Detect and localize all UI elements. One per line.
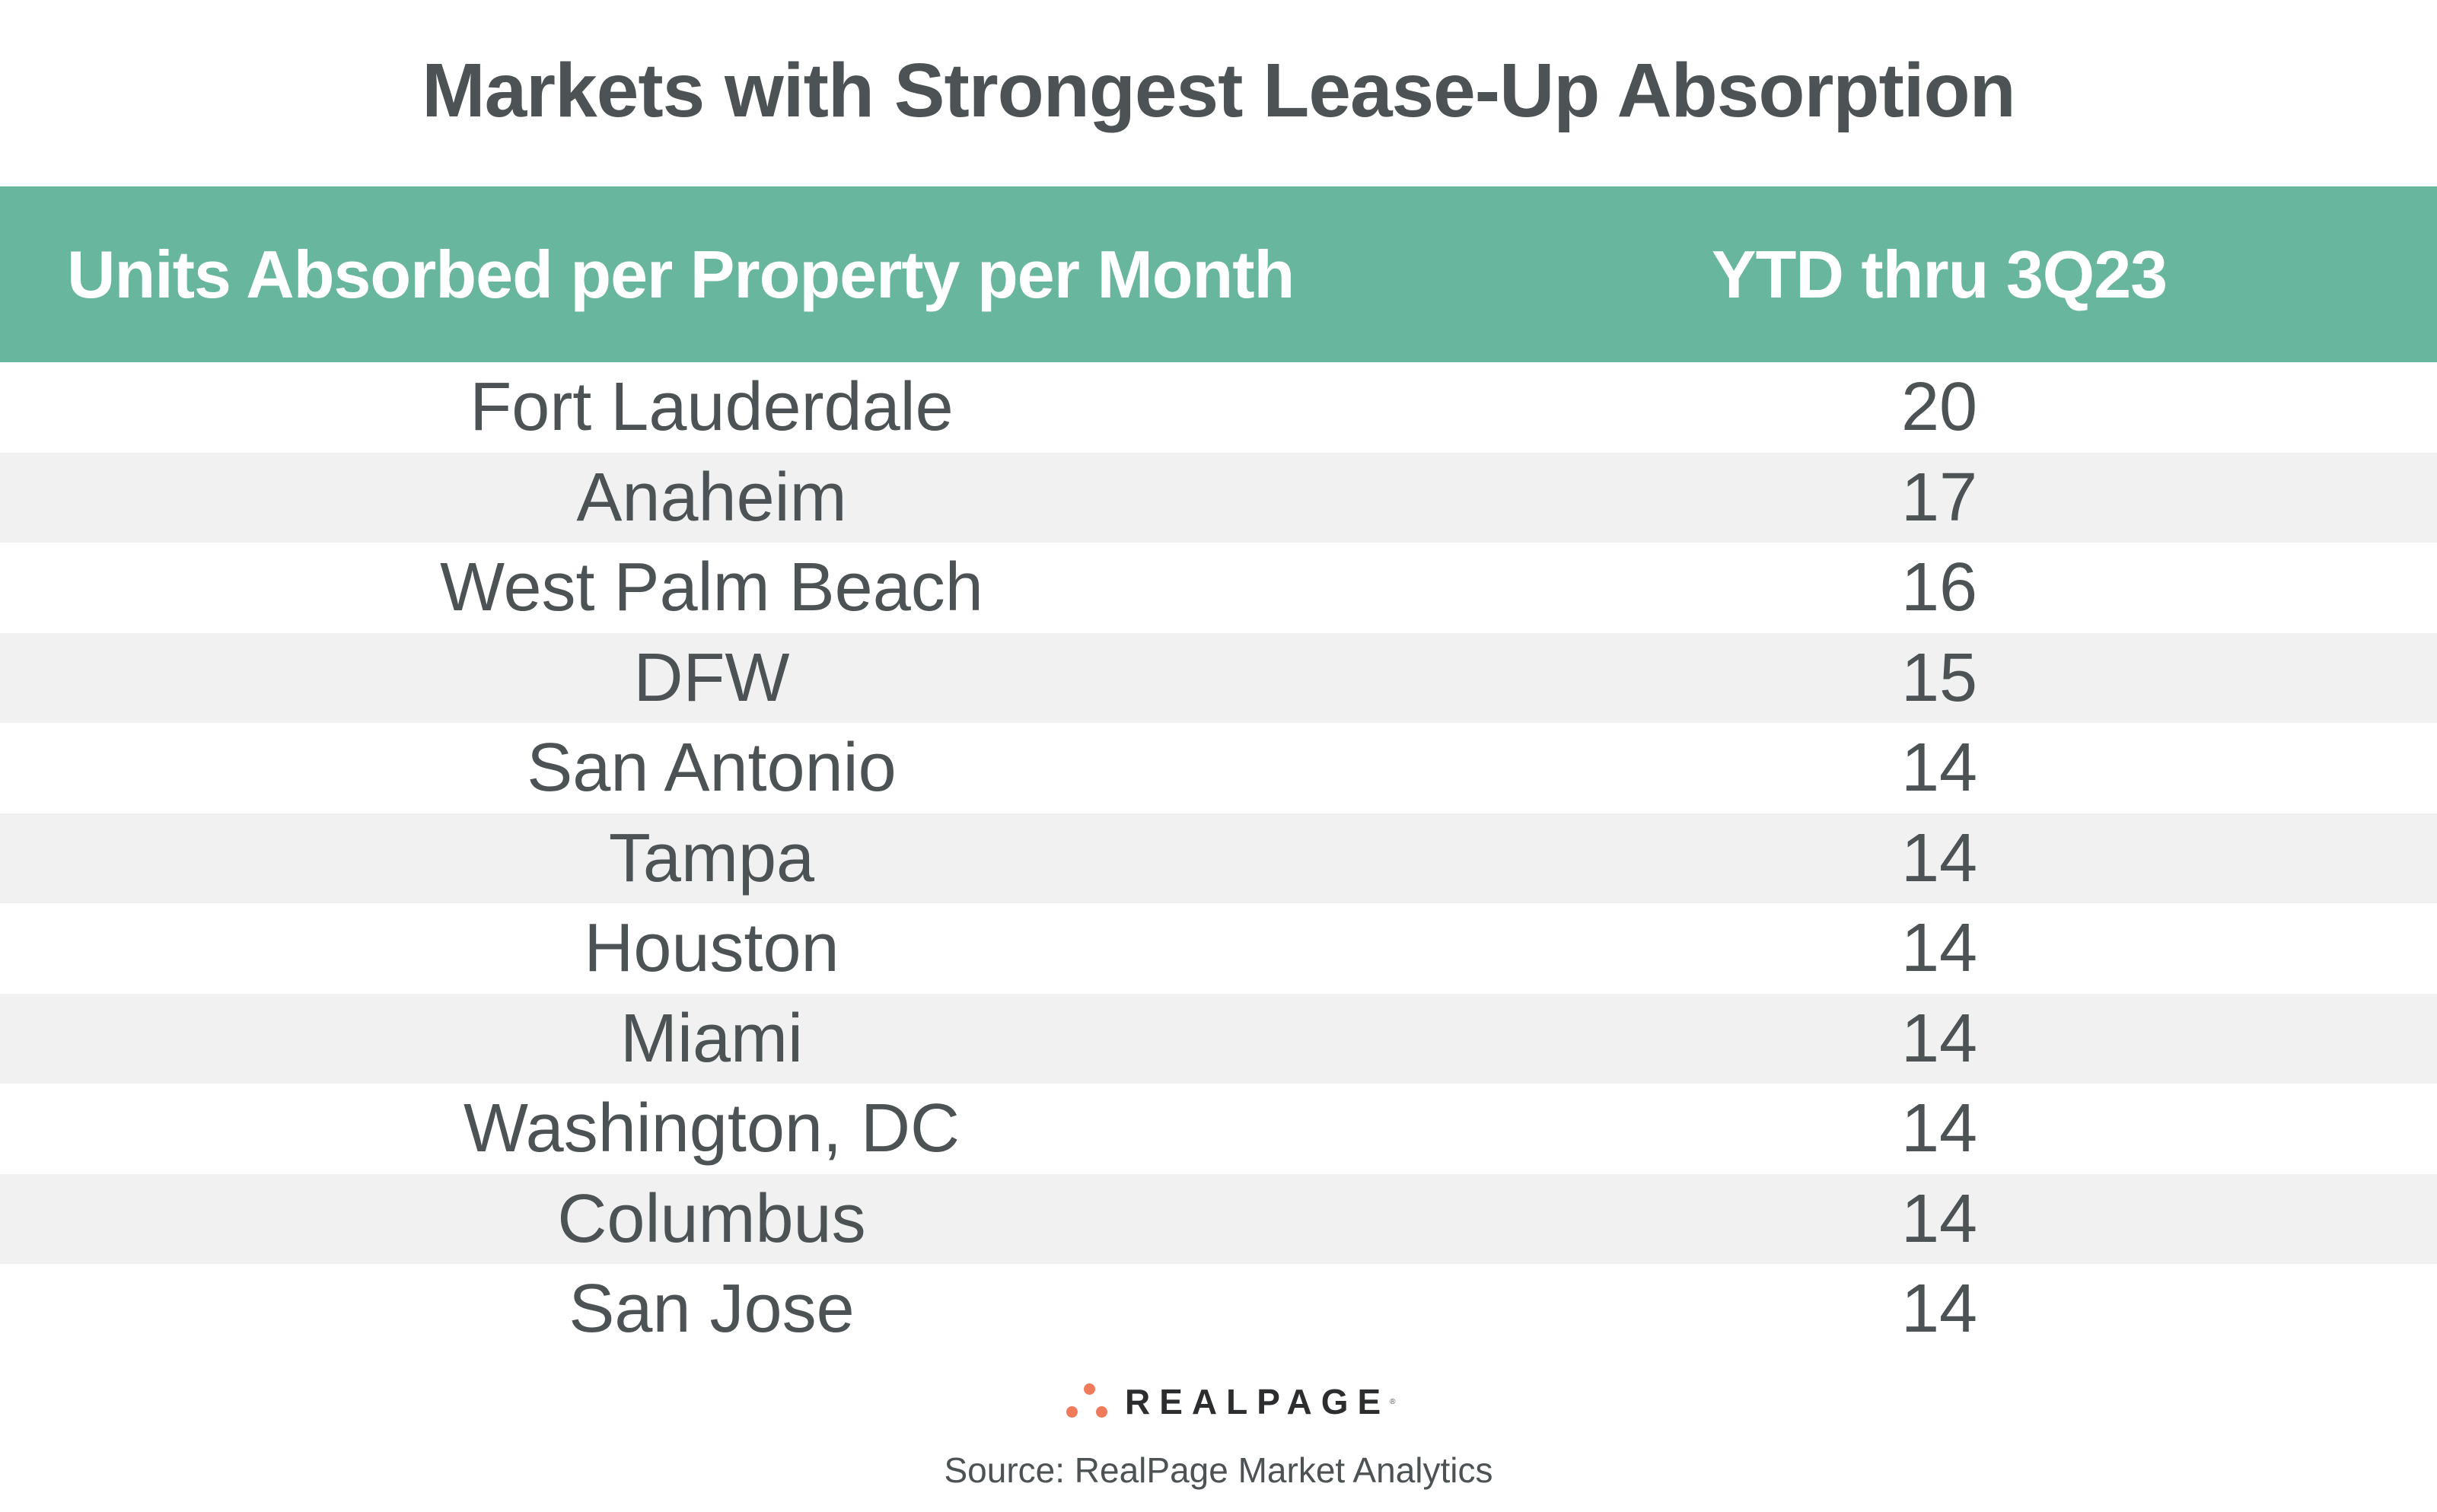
value-cell: 16 bbox=[1900, 549, 1978, 625]
table-row: Washington, DC 14 bbox=[0, 1084, 2437, 1174]
table-body: Fort Lauderdale 20 Anaheim 17 West Palm Be… bbox=[0, 362, 2437, 1354]
registered-mark-icon: ® bbox=[1390, 1397, 1396, 1406]
value-cell: 14 bbox=[1900, 1271, 1978, 1347]
table-row: Fort Lauderdale 20 bbox=[0, 362, 2437, 453]
market-cell: San Antonio bbox=[527, 730, 897, 806]
value-cell: 20 bbox=[1900, 369, 1978, 445]
value-cell: 14 bbox=[1900, 1090, 1978, 1167]
market-cell: Miami bbox=[620, 1000, 803, 1077]
table-row: DFW 15 bbox=[0, 632, 2437, 723]
logo-dots-icon bbox=[1066, 1380, 1111, 1423]
value-cell: 17 bbox=[1900, 459, 1978, 536]
value-cell: 14 bbox=[1900, 730, 1978, 806]
market-cell: San Jose bbox=[569, 1271, 855, 1347]
table-row: San Antonio 14 bbox=[0, 723, 2437, 813]
market-cell: Tampa bbox=[608, 820, 815, 896]
column-header-market: Units Absorbed per Property per Month bbox=[67, 237, 1295, 312]
realpage-logo: REALPAGE ® bbox=[1066, 1377, 1396, 1426]
logo-wordmark: REALPAGE bbox=[1125, 1382, 1391, 1421]
table-header: Units Absorbed per Property per Month YT… bbox=[0, 186, 2437, 362]
column-header-ytd: YTD thru 3Q23 bbox=[1711, 237, 2168, 312]
market-cell: Columbus bbox=[557, 1180, 866, 1257]
value-cell: 15 bbox=[1900, 639, 1978, 716]
table-row: Tampa 14 bbox=[0, 813, 2437, 903]
value-cell: 14 bbox=[1900, 820, 1978, 896]
market-cell: Washington, DC bbox=[464, 1090, 960, 1167]
table-row: Miami 14 bbox=[0, 993, 2437, 1084]
market-cell: DFW bbox=[633, 639, 790, 716]
table-row: Anaheim 17 bbox=[0, 452, 2437, 543]
source-note: Source: RealPage Market Analytics bbox=[944, 1450, 1493, 1490]
value-cell: 14 bbox=[1900, 1000, 1978, 1077]
market-cell: Houston bbox=[584, 910, 839, 986]
value-cell: 14 bbox=[1900, 1180, 1978, 1257]
value-cell: 14 bbox=[1900, 910, 1978, 986]
market-cell: West Palm Beach bbox=[440, 549, 983, 625]
table-row: Houston 14 bbox=[0, 903, 2437, 994]
market-cell: Fort Lauderdale bbox=[470, 369, 954, 445]
table-row: San Jose 14 bbox=[0, 1264, 2437, 1354]
market-cell: Anaheim bbox=[576, 459, 847, 536]
page-title: Markets with Strongest Lease-Up Absorpti… bbox=[422, 48, 2015, 133]
table-row: West Palm Beach 16 bbox=[0, 543, 2437, 633]
table-row: Columbus 14 bbox=[0, 1173, 2437, 1264]
